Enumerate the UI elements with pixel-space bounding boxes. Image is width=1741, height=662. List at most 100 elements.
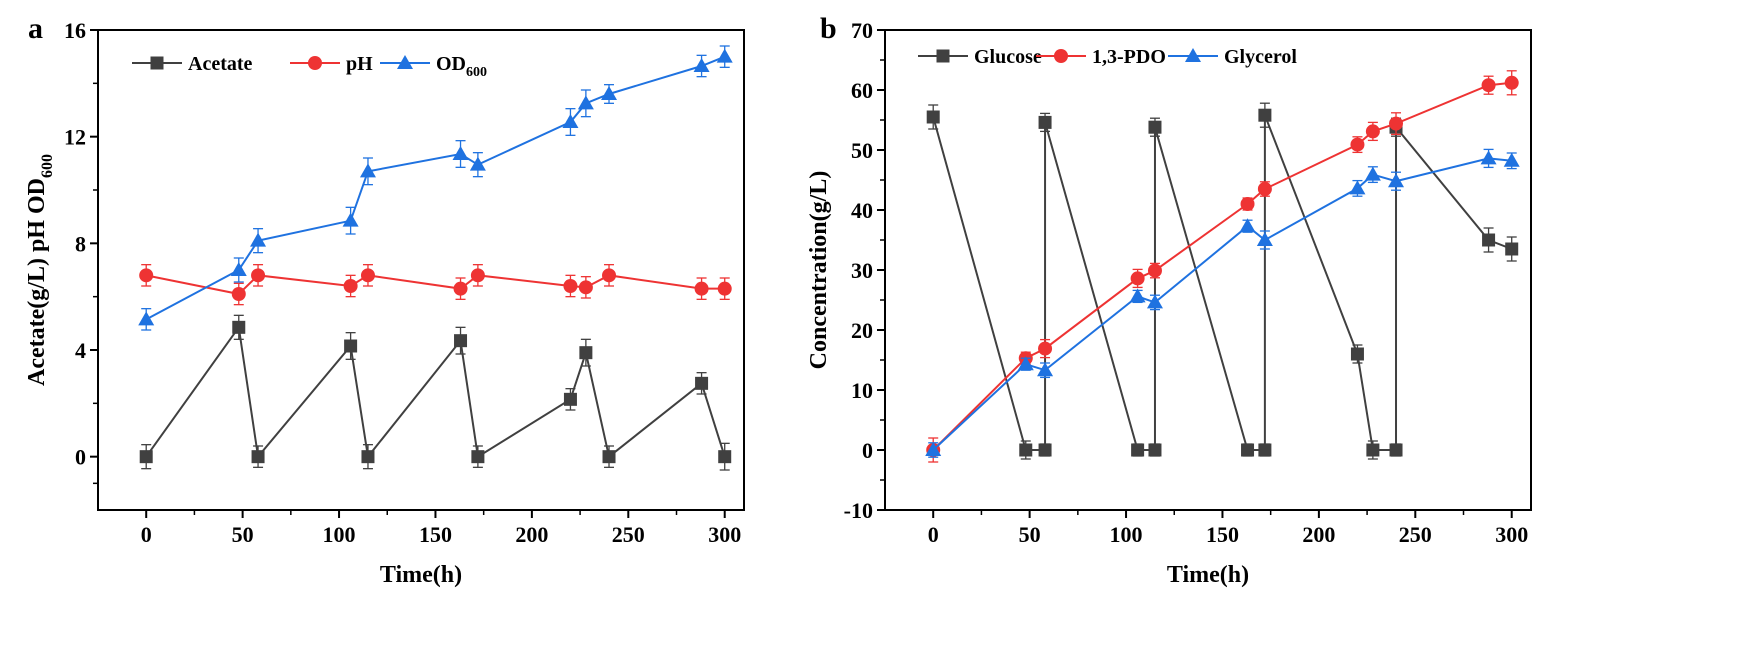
chart-b-series-1-3-pdo-point <box>1257 182 1272 196</box>
chart-a-series-acetate-point <box>454 334 468 348</box>
chart-b: b 0 50 100 150 200 250 300 -10 0 10 20 30 40 50 60 70 Tim… <box>806 12 1532 588</box>
chart-a: a 0 50 100 150 200 250 300 0 4 8 12 16 Time(h) Acetate… <box>24 12 745 588</box>
chart-a-series-od-point <box>230 262 247 276</box>
chart-a-series-ph-point <box>343 279 358 293</box>
chart-a-series-ph-point <box>360 268 375 283</box>
chart-b-series-glucose-point <box>1241 443 1255 457</box>
chart-b-xtick-label: 300 <box>1495 522 1528 547</box>
chart-b-y-axis-title: Concentration(g/L) <box>806 171 832 370</box>
chart-a-plot-frame <box>97 29 745 511</box>
chart-a-ytick-label: 4 <box>75 338 86 363</box>
chart-b-series-glycerol <box>925 148 1520 458</box>
chart-a-series-od <box>138 45 733 331</box>
chart-a-xtick-label: 200 <box>515 522 548 547</box>
chart-b-series-glucose-point <box>1350 347 1364 361</box>
chart-a-series-od-point <box>716 48 733 63</box>
chart-b-series-glucose-point <box>1148 120 1162 134</box>
chart-a-xtick-label: 250 <box>612 522 645 547</box>
chart-a-series-ph-point <box>231 287 246 301</box>
chart-a-x-axis-title: Time(h) <box>380 562 462 588</box>
chart-b-series-glucose-point <box>1482 233 1496 247</box>
chart-b-legend-glucose-marker <box>936 49 950 63</box>
chart-b-xtick-label: 0 <box>928 522 939 547</box>
chart-a-legend-ph: pH <box>290 53 373 75</box>
chart-a-legend-acetate-label: Acetate <box>188 53 253 75</box>
chart-b-legend-glycerol-label: Glycerol <box>1224 46 1297 68</box>
chart-a-series-acetate-point <box>579 346 593 360</box>
chart-a-ytick-label: 16 <box>64 18 86 43</box>
chart-a-series-od-point <box>601 86 618 100</box>
chart-a-xtick-label: 50 <box>232 522 254 547</box>
chart-a-series-od-point <box>342 212 359 227</box>
chart-a-series-od-point <box>359 163 376 178</box>
chart-a-legend-od: OD600 <box>380 53 487 80</box>
chart-b-ytick-label: 70 <box>851 18 873 43</box>
chart-b-x-axis-title: Time(h) <box>1167 562 1249 588</box>
chart-b-xtick-label: 50 <box>1019 522 1041 547</box>
chart-a-series-acetate-point <box>602 450 616 464</box>
chart-a-series-acetate-point <box>718 450 732 464</box>
chart-b-series-glucose-point <box>1148 443 1162 457</box>
chart-a-xtick-label: 300 <box>708 522 741 547</box>
chart-b-ytick-label: 60 <box>851 78 873 103</box>
chart-b-legend-1-3-pdo-label: 1,3-PDO <box>1092 46 1166 68</box>
chart-b-legend: Glucose 1,3-PDO Glycerol <box>918 46 1297 68</box>
chart-b-plot-frame <box>884 29 1532 511</box>
chart-b-series-glycerol-point <box>1239 218 1256 233</box>
chart-a-series-ph-point <box>694 281 709 296</box>
chart-b-series-1-3-pdo <box>926 70 1519 463</box>
chart-a-series-od-point <box>138 311 155 326</box>
chart-b-xtick-label: 100 <box>1110 522 1143 547</box>
chart-a-series-od-point <box>250 232 267 247</box>
chart-b-legend-glucose: Glucose <box>918 46 1042 68</box>
chart-a-series-ph-point <box>602 268 617 283</box>
chart-b-ytick-label: 40 <box>851 198 873 223</box>
chart-a-series-ph-point <box>470 268 485 283</box>
chart-a-series-od-point <box>452 146 469 160</box>
chart-b-series-1-3-pdo-point <box>1147 263 1162 278</box>
chart-a-legend: Acetate pH OD600 <box>132 53 487 80</box>
chart-b-series-glucose-point <box>1258 443 1272 457</box>
chart-b-series-glycerol-point <box>1146 294 1163 309</box>
chart-a-xtick-label: 150 <box>419 522 452 547</box>
chart-b-series-glycerol-point <box>1129 288 1146 303</box>
chart-a-series-ph-point <box>139 268 154 283</box>
chart-a-xtick-label: 0 <box>141 522 152 547</box>
chart-a-legend-od-marker <box>397 55 413 69</box>
chart-b-panel-letter: b <box>820 12 837 45</box>
chart-a-series-od-point <box>562 114 579 128</box>
chart-b-series-glucose-point <box>1389 443 1403 457</box>
chart-b-series-glycerol-point <box>1503 152 1520 167</box>
chart-a-series-od-point <box>577 95 594 110</box>
chart-a-ytick-label: 8 <box>75 231 86 256</box>
chart-b-xtick-label: 250 <box>1399 522 1432 547</box>
chart-b-ytick-label: 20 <box>851 318 873 343</box>
chart-a-series-od-point <box>469 156 486 171</box>
chart-b-legend-1-3-pdo-marker <box>1054 49 1068 63</box>
chart-a-series-acetate-point <box>471 450 485 464</box>
chart-b-series-glucose-line <box>932 114 1513 451</box>
chart-b-series-glycerol-point <box>1349 180 1366 195</box>
chart-b-series-glucose-point <box>926 110 940 124</box>
chart-a-ytick-label: 0 <box>75 445 86 470</box>
chart-a-series-acetate-point <box>361 450 375 464</box>
chart-a-legend-ph-label: pH <box>346 53 373 75</box>
chart-b-legend-glycerol-marker <box>1185 48 1201 62</box>
chart-b-series-glucose-point <box>1366 443 1380 457</box>
chart-b-ytick-label: -10 <box>844 498 873 523</box>
chart-b-series-glycerol-point <box>1388 173 1405 188</box>
chart-b-series-1-3-pdo-point <box>1504 75 1519 90</box>
chart-a-series-ph <box>139 264 732 306</box>
chart-b-series-1-3-pdo-line <box>932 81 1512 451</box>
chart-a-y-axis-title: Acetate(g/L) pH OD600 <box>24 154 56 386</box>
chart-a-series-acetate-point <box>344 339 358 353</box>
chart-a-ytick-label: 12 <box>64 125 86 150</box>
chart-b-series-1-3-pdo-point <box>1365 124 1380 139</box>
chart-a-xtick-label: 100 <box>323 522 356 547</box>
chart-b-series-1-3-pdo-point <box>1240 197 1255 211</box>
chart-a-panel-letter: a <box>28 12 43 45</box>
chart-a-series-acetate-point <box>695 376 709 390</box>
chart-b-series-glucose-point <box>1258 108 1272 122</box>
chart-b-series-glucose-point <box>1505 242 1519 256</box>
